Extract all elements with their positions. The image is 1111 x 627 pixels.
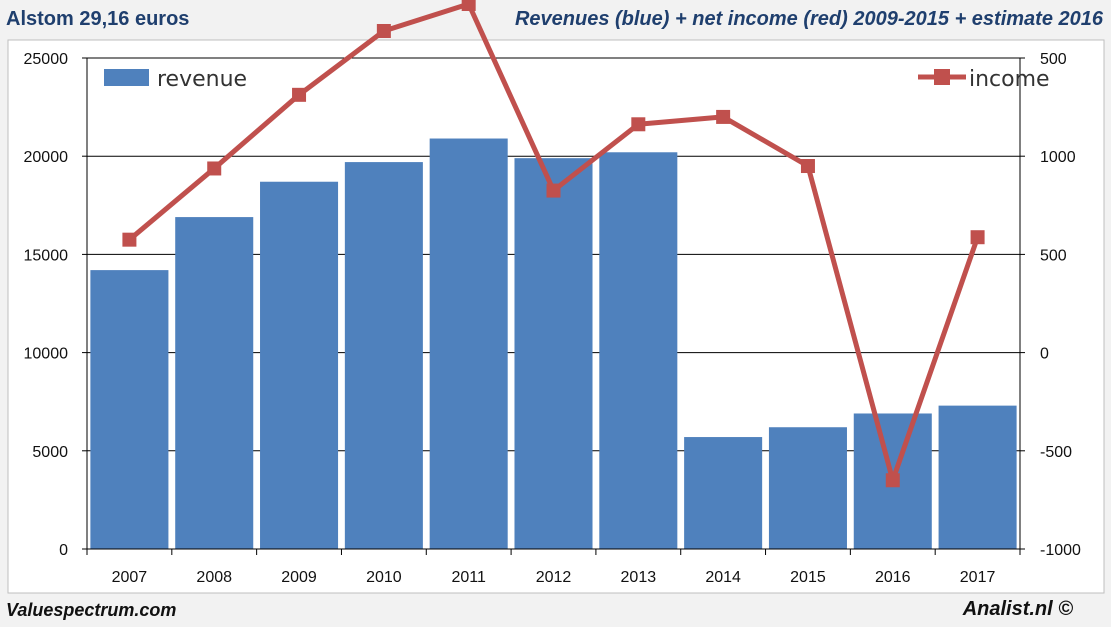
left-axis-tick-label: 0 bbox=[59, 542, 68, 559]
revenue-bars bbox=[90, 138, 1017, 550]
footer-source-left: Valuespectrum.com bbox=[6, 600, 177, 620]
x-axis-tick-label: 2015 bbox=[790, 569, 826, 586]
left-axis-tick-label: 20000 bbox=[24, 149, 69, 166]
axes: 0 -1000 5000 -500 10000 0 15000 500 20000 1000 250… bbox=[24, 51, 1082, 586]
x-axis-tick-label: 2012 bbox=[536, 569, 572, 586]
left-axis-tick-label: 25000 bbox=[24, 51, 69, 68]
x-axis-tick-label: 2007 bbox=[112, 569, 148, 586]
legend-income-label: income bbox=[969, 67, 1050, 92]
x-axis-tick-label: 2009 bbox=[281, 569, 317, 586]
left-axis-tick-label: 10000 bbox=[24, 346, 69, 363]
income-point bbox=[207, 161, 222, 176]
revenue-bar bbox=[260, 181, 339, 549]
revenue-bar bbox=[90, 270, 169, 549]
x-axis-tick-label: 2017 bbox=[960, 569, 996, 586]
right-axis-tick-label: 500 bbox=[1040, 51, 1067, 68]
income-point bbox=[546, 183, 561, 198]
revenue-bar bbox=[684, 437, 763, 549]
right-axis-tick-label: -500 bbox=[1040, 444, 1072, 461]
left-axis-tick-label: 5000 bbox=[32, 444, 68, 461]
right-axis-tick-label: 500 bbox=[1040, 247, 1067, 264]
income-point bbox=[716, 109, 731, 124]
revenue-bar bbox=[175, 217, 254, 550]
legend-income-swatch-marker bbox=[934, 69, 950, 85]
legend-revenue-label: revenue bbox=[157, 67, 247, 92]
revenue-bar bbox=[344, 162, 423, 550]
x-axis-tick-label: 2016 bbox=[875, 569, 911, 586]
income-point bbox=[970, 230, 985, 245]
x-axis-tick-label: 2014 bbox=[705, 569, 741, 586]
income-point bbox=[376, 23, 391, 38]
x-axis-tick-label: 2011 bbox=[451, 569, 486, 586]
income-point bbox=[800, 159, 815, 174]
right-axis-tick-label: -1000 bbox=[1040, 542, 1081, 559]
footer-source-right: Analist.nl © bbox=[962, 598, 1073, 620]
right-axis-tick-label: 0 bbox=[1040, 346, 1049, 363]
revenue-bar bbox=[938, 405, 1017, 549]
revenue-bar bbox=[429, 138, 508, 550]
income-point bbox=[631, 117, 646, 132]
left-axis-tick-label: 15000 bbox=[24, 247, 69, 264]
income-point bbox=[461, 0, 476, 11]
revenue-bar bbox=[599, 152, 678, 549]
income-line bbox=[122, 0, 985, 488]
x-axis-tick-label: 2010 bbox=[366, 569, 402, 586]
right-axis-tick-label: 1000 bbox=[1040, 149, 1076, 166]
revenue-bar bbox=[514, 158, 593, 549]
header-chart-title: Revenues (blue) + net income (red) 2009-… bbox=[514, 8, 1103, 30]
revenue-bar bbox=[768, 427, 847, 549]
header-stock-title: Alstom 29,16 euros bbox=[6, 8, 190, 30]
income-point bbox=[122, 232, 137, 247]
x-axis-tick-label: 2013 bbox=[621, 569, 657, 586]
legend-revenue-swatch bbox=[104, 69, 149, 86]
legend: revenue income bbox=[104, 67, 1050, 92]
income-point bbox=[885, 473, 900, 488]
income-point bbox=[292, 87, 307, 102]
x-axis-tick-label: 2008 bbox=[196, 569, 232, 586]
